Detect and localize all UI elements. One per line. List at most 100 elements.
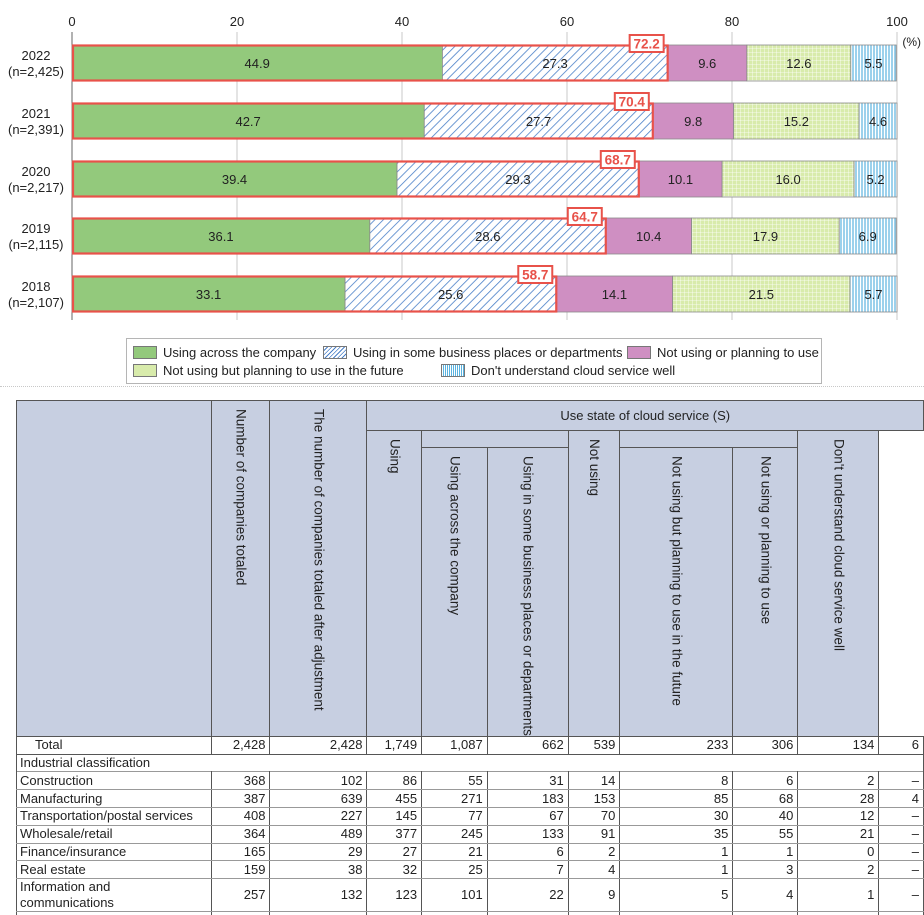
table-cell: 1 xyxy=(619,860,734,880)
bar-segment xyxy=(858,102,898,140)
category-year-label: 2018 xyxy=(22,279,51,294)
header-dont-understand: Don't understand cloud service well xyxy=(797,430,880,737)
table-cell: 159 xyxy=(210,860,271,880)
x-axis-unit: (%) xyxy=(902,35,921,49)
table-cell: 197 xyxy=(567,911,621,915)
table-cell: 85 xyxy=(619,789,734,809)
table-cell: 306 xyxy=(732,735,799,755)
category-n-label: (n=2,425) xyxy=(8,64,64,79)
table-cell: 12 xyxy=(797,807,880,826)
table-cell: 3 xyxy=(732,860,799,880)
legend-label: Using across the company xyxy=(163,345,317,360)
table-row: Transportation/postal services 408 227 145 7… xyxy=(16,807,924,826)
table-cell: 4 xyxy=(567,860,621,880)
data-label: 17.9 xyxy=(753,229,778,244)
table-cell: 2,428 xyxy=(210,735,271,755)
header-companies-totaled: Number of companies totaled xyxy=(210,400,271,737)
using-total-outline xyxy=(71,275,558,313)
data-label: 33.1 xyxy=(196,287,221,302)
table-cell: 271 xyxy=(421,789,488,809)
x-tick-label: 0 xyxy=(68,14,75,29)
using-total-badge xyxy=(613,92,650,111)
using-total-label: 72.2 xyxy=(634,37,660,52)
legend-swatch xyxy=(133,346,157,359)
table-cell: 27 xyxy=(366,842,423,862)
row-label: Services, other xyxy=(16,911,212,915)
bar-segment xyxy=(667,44,748,82)
using-total-badge xyxy=(628,34,665,53)
table-cell: 227 xyxy=(269,807,368,826)
table-cell: 22 xyxy=(486,878,569,913)
table-cell: 1 xyxy=(732,842,799,862)
legend-swatch xyxy=(441,364,465,377)
bar-segment xyxy=(733,102,860,140)
x-tick-label: 40 xyxy=(395,14,409,29)
table-cell: 183 xyxy=(486,789,569,809)
table-cell: 245 xyxy=(421,824,488,844)
legend-item-dont-understand: Don't understand cloud service well xyxy=(441,363,675,378)
header-not-planning: Not using or planning to use xyxy=(732,447,799,737)
data-label: 4.6 xyxy=(869,114,887,129)
table-cell: 2 xyxy=(797,771,880,791)
data-label: 14.1 xyxy=(602,287,627,302)
table-cell: 639 xyxy=(269,789,368,809)
category-n-label: (n=2,107) xyxy=(8,295,64,310)
table-cell: 86 xyxy=(366,771,423,791)
table-cell: 123 xyxy=(366,878,423,913)
table-cell: 14 xyxy=(567,771,621,791)
table-cell: 102 xyxy=(269,771,368,791)
table-cell: 662 xyxy=(486,735,569,755)
bar-segment xyxy=(850,44,897,82)
table-cell: 101 xyxy=(421,878,488,913)
category-year-label: 2021 xyxy=(22,106,51,121)
legend-swatch xyxy=(627,346,651,359)
row-label: Real estate xyxy=(16,860,212,880)
table-cell: – xyxy=(878,842,924,862)
table-cell: 32 xyxy=(366,860,423,880)
table-cell: 25 xyxy=(421,860,488,880)
using-total-label: 68.7 xyxy=(605,153,631,168)
table-cell: 134 xyxy=(797,735,880,755)
table-cell: 129 xyxy=(732,911,799,915)
row-label: Information and communications xyxy=(16,878,212,913)
table-cell: 77 xyxy=(421,807,488,826)
data-label: 16.0 xyxy=(775,172,800,187)
data-label: 5.2 xyxy=(867,172,885,187)
table-cell: 2 xyxy=(567,842,621,862)
table-cell: 21 xyxy=(421,842,488,862)
bar-segment xyxy=(721,160,855,198)
header-spacer xyxy=(732,430,799,448)
bar-segment xyxy=(555,275,674,313)
data-label: 39.4 xyxy=(222,172,247,187)
header-spacer xyxy=(421,430,488,448)
bar-segment xyxy=(672,275,851,313)
table-cell: 2,428 xyxy=(269,735,368,755)
table-cell: 67 xyxy=(486,807,569,826)
bar-segment xyxy=(838,217,897,255)
data-label: 6.9 xyxy=(859,229,877,244)
data-label: 25.6 xyxy=(438,287,463,302)
table-cell: 70 xyxy=(567,807,621,826)
data-label: 28.6 xyxy=(475,229,500,244)
table-cell: 6 xyxy=(486,842,569,862)
table-cell: 408 xyxy=(210,807,271,826)
header-planning: Not using but planning to use in the fut… xyxy=(619,447,734,737)
table-cell: – xyxy=(878,771,924,791)
data-label: 27.7 xyxy=(526,114,551,129)
table-cell: 1 xyxy=(619,842,734,862)
table-cell: 40 xyxy=(732,807,799,826)
table-cell: 6 xyxy=(732,771,799,791)
table-cell: 35 xyxy=(619,824,734,844)
bar-segment xyxy=(71,102,425,140)
table-cell: 31 xyxy=(486,771,569,791)
category-year-label: 2020 xyxy=(22,164,51,179)
category-n-label: (n=2,391) xyxy=(8,122,64,137)
category-n-label: (n=2,115) xyxy=(8,237,63,252)
table-cell: 55 xyxy=(421,771,488,791)
table-cell: 145 xyxy=(366,807,423,826)
legend-label: Not using but planning to use in the fut… xyxy=(163,363,404,378)
table-cell: 68 xyxy=(619,911,734,915)
table-row: Finance/insurance 165 29 27 21 6 2 1 1 0– xyxy=(16,842,924,862)
row-label: Construction xyxy=(16,771,212,791)
header-use-state-group: Use state of cloud service (S) xyxy=(366,400,924,431)
